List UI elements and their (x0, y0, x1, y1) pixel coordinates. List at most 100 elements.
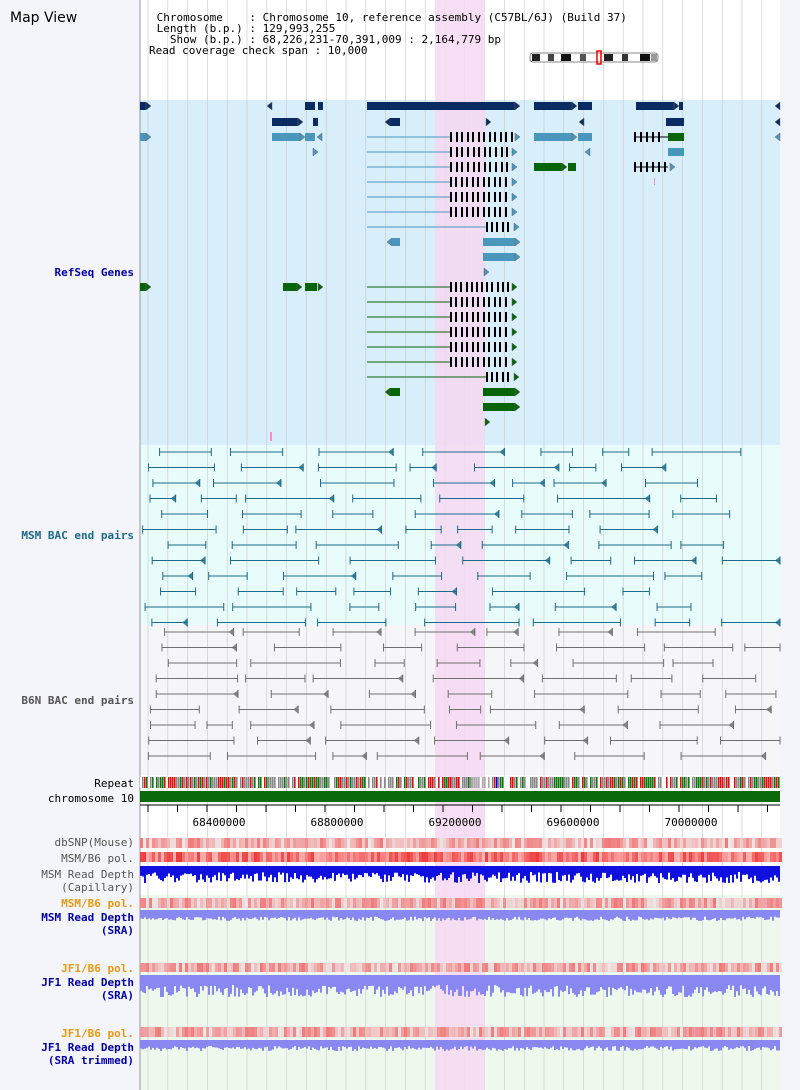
polymorphism-bin (482, 852, 485, 862)
polymorphism-bin (740, 852, 743, 862)
track-label-refseq[interactable]: RefSeq Genes (54, 266, 134, 279)
read-depth-bin (166, 1040, 168, 1050)
read-depth-bin (148, 910, 150, 919)
polymorphism-bin (428, 963, 431, 972)
polymorphism-bin (716, 898, 719, 908)
read-depth-bin (708, 1040, 710, 1047)
polymorphism-bin (770, 838, 773, 848)
polymorphism-bin (770, 1027, 773, 1037)
track-label-b6n-bac[interactable]: B6N BAC end pairs (21, 694, 134, 707)
repeat-element (738, 777, 740, 788)
read-depth-bin (436, 866, 438, 877)
read-depth-bin (458, 910, 460, 918)
polymorphism-bin (428, 838, 431, 848)
polymorphism-bin (731, 1027, 734, 1037)
track-label-repeat[interactable]: Repeat (94, 777, 134, 790)
repeat-element (626, 777, 628, 788)
read-depth-bin (174, 975, 176, 987)
read-depth-bin (522, 1040, 524, 1049)
polymorphism-bin (749, 963, 752, 972)
exon (461, 162, 463, 172)
b6n-bac-track[interactable] (147, 628, 781, 760)
repeat-element (404, 777, 406, 788)
read-depth-bin (484, 1040, 486, 1050)
track-label-msm-b6-pol-2[interactable]: MSM/B6 pol. (61, 897, 134, 910)
polymorphism-bin (653, 963, 656, 972)
polymorphism-bin (638, 852, 641, 862)
polymorphism-bin (419, 1027, 422, 1037)
read-depth-bin (668, 866, 670, 873)
polymorphism-bin (200, 963, 203, 972)
polymorphism-bin (662, 838, 665, 848)
polymorphism-bin (152, 1027, 155, 1037)
read-depth-tracks[interactable] (140, 866, 780, 1051)
polymorphism-tracks[interactable] (140, 838, 782, 1037)
polymorphism-bin (371, 1027, 374, 1037)
track-label-jf1-b6-pol-2[interactable]: JF1/B6 pol. (61, 1027, 134, 1040)
read-depth-bin (652, 910, 654, 920)
track-label-dbsnp[interactable]: dbSNP(Mouse) (54, 836, 134, 849)
repeat-element (606, 777, 608, 788)
read-depth-bin (378, 910, 380, 919)
read-depth-bin (204, 1040, 206, 1049)
read-depth-bin (340, 866, 342, 878)
polymorphism-bin (254, 898, 257, 908)
msm-bac-track[interactable] (142, 448, 781, 627)
read-depth-bin (402, 1040, 404, 1051)
strand-arrow (483, 267, 490, 277)
read-depth-bin (514, 1040, 516, 1051)
read-depth-bin (264, 910, 266, 917)
polymorphism-bin (701, 838, 704, 848)
track-label-msm-bac[interactable]: MSM BAC end pairs (21, 529, 134, 542)
read-depth-bin (286, 866, 288, 874)
polymorphism-bin (446, 852, 449, 862)
read-depth-bin (574, 910, 576, 918)
read-depth-bin (270, 910, 272, 919)
polymorphism-bin (389, 838, 392, 848)
exon (484, 162, 486, 172)
repeat-track[interactable] (140, 777, 780, 788)
track-label-msm-depth-capillary[interactable]: MSM Read Depth (41, 868, 134, 881)
read-depth-bin (582, 1040, 584, 1051)
track-label-jf1-depth-trimmed[interactable]: JF1 Read Depth (41, 1041, 134, 1054)
polymorphism-bin (620, 1027, 623, 1037)
exon (478, 162, 480, 172)
repeat-element (750, 777, 752, 788)
exon (500, 132, 502, 142)
read-depth-bin (658, 866, 660, 883)
repeat-element (342, 777, 344, 788)
read-depth-bin (384, 910, 386, 921)
repeat-element (684, 777, 686, 788)
read-depth-bin (208, 910, 210, 919)
read-depth-bin (716, 1040, 718, 1049)
read-depth-bin (616, 910, 618, 917)
read-depth-bin (316, 975, 318, 993)
read-depth-bin (564, 1040, 566, 1048)
repeat-element (252, 777, 254, 788)
read-depth-bin (658, 975, 660, 991)
read-depth-bin (422, 975, 424, 995)
track-label-jf1-b6-pol-1[interactable]: JF1/B6 pol. (61, 962, 134, 975)
read-depth-bin (216, 975, 218, 992)
refseq-gene-track[interactable] (140, 101, 781, 441)
read-depth-bin (500, 1040, 502, 1050)
polymorphism-bin (293, 838, 296, 848)
chromosome-ideogram[interactable] (529, 50, 659, 65)
repeat-element (732, 777, 734, 788)
polymorphism-bin (533, 852, 536, 862)
repeat-element (556, 777, 558, 788)
read-depth-bin (442, 866, 444, 881)
track-label-msm-b6-pol-1[interactable]: MSM/B6 pol. (61, 852, 134, 865)
read-depth-bin (518, 910, 520, 917)
read-depth-bin (256, 866, 258, 874)
polymorphism-bin (707, 898, 710, 908)
track-label-msm-depth-sra[interactable]: MSM Read Depth (41, 911, 134, 924)
read-depth-bin (440, 910, 442, 921)
polymorphism-bin (665, 852, 668, 862)
track-label-jf1-depth-sra[interactable]: JF1 Read Depth (41, 976, 134, 989)
read-depth-bin (196, 975, 198, 997)
polymorphism-bin (659, 1027, 662, 1037)
polymorphism-bin (341, 898, 344, 908)
read-depth-bin (754, 910, 756, 919)
